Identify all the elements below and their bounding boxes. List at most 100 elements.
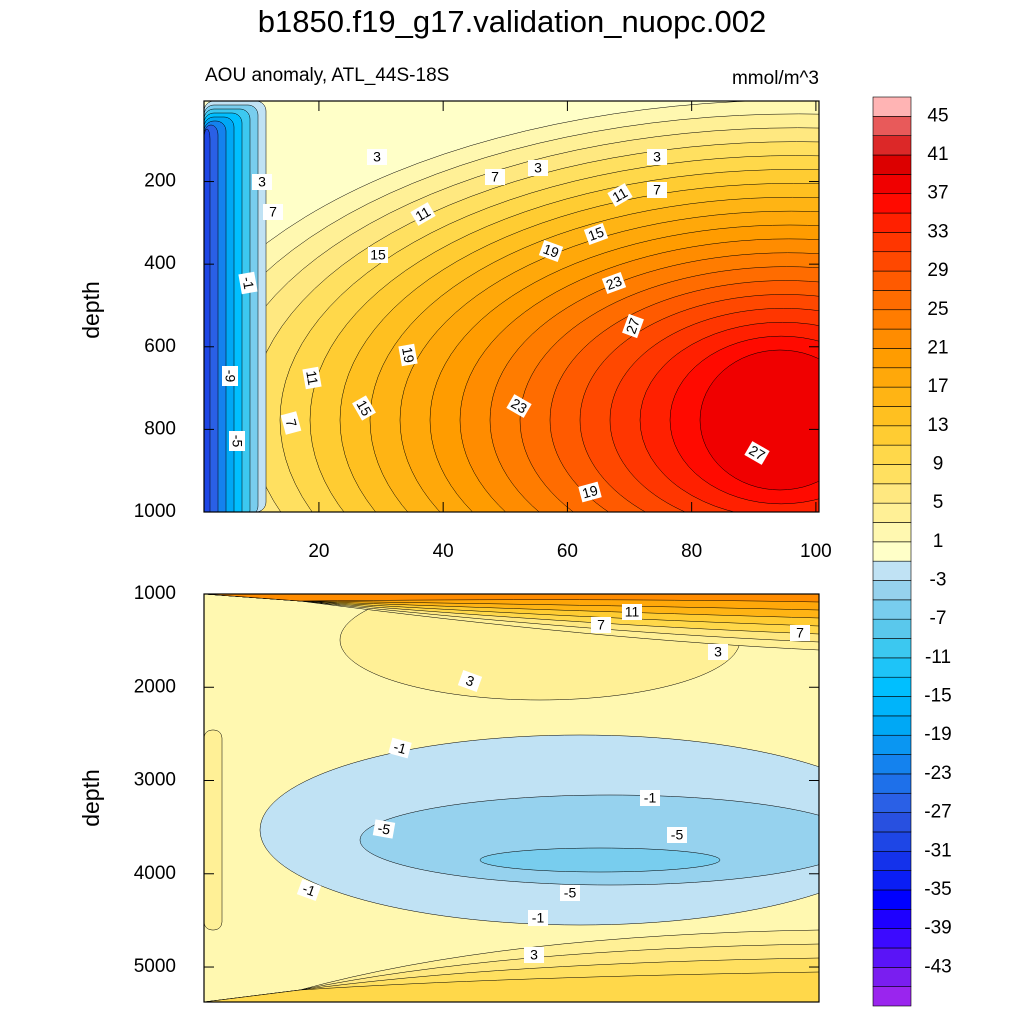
colorbar-box [872, 715, 912, 736]
colorbar-label: 41 [927, 144, 948, 165]
contour-label-box [622, 313, 644, 339]
contour-label: 3 [367, 149, 387, 165]
contour-label-box [790, 625, 810, 641]
contour-label-text: 11 [413, 203, 434, 224]
contour-label-text: -1 [532, 910, 545, 926]
contour-label: 3 [252, 174, 272, 190]
y-tick-label: 2000 [134, 676, 176, 697]
colorbar-box [872, 270, 912, 291]
colorbar-label: 37 [927, 183, 948, 204]
contour-label-text: 7 [283, 417, 301, 429]
contour-label-text: 7 [491, 169, 499, 185]
colorbar-box [872, 773, 912, 794]
y-tick-label: 1000 [134, 583, 176, 604]
contour-label: 11 [607, 183, 633, 207]
contour-label-text: 7 [597, 617, 605, 633]
x-tick-label: 20 [308, 541, 329, 562]
colorbar-box [872, 831, 912, 852]
colorbar-label: -7 [930, 608, 947, 629]
contour-label-text: -5 [377, 820, 392, 838]
contour-label: 7 [280, 411, 302, 435]
contour-label: -1 [528, 910, 548, 926]
contour-label-box [238, 271, 258, 295]
colorbar-box [872, 928, 912, 949]
contour-label-text: -1 [301, 880, 318, 899]
contour-label-text: 3 [714, 644, 722, 660]
contour-label-box [524, 947, 544, 963]
colorbar-label: -31 [924, 840, 951, 861]
contour-label-text: 23 [508, 395, 530, 417]
colorbar-label: -39 [924, 918, 951, 939]
contour-label-box [640, 790, 660, 806]
y-tick-label: 600 [144, 336, 176, 357]
contour-label-box [263, 204, 283, 220]
colorbar-box [872, 792, 912, 813]
contour-label-text: 11 [625, 604, 640, 620]
colorbar-box [872, 560, 912, 581]
colorbar-box [872, 502, 912, 523]
contour-label: -5 [372, 819, 396, 839]
y-axis-label: depth [78, 769, 104, 827]
colorbar-box [872, 638, 912, 659]
y-tick-label: 3000 [134, 770, 176, 791]
contour-label: 19 [538, 240, 564, 262]
contour-label-text: 19 [541, 241, 561, 261]
colorbar-box [872, 406, 912, 427]
contour-label-text: 11 [610, 184, 631, 205]
contour-label-text: -1 [644, 790, 657, 806]
contour-label-text: 15 [586, 223, 606, 243]
colorbar-label: 5 [933, 492, 944, 513]
contour-label: 3 [528, 160, 548, 176]
contour-label-text: 7 [269, 204, 277, 220]
contour-label: 7 [591, 617, 611, 633]
contour-label-text: 3 [258, 174, 266, 190]
y-tick-label: 800 [144, 418, 176, 439]
contour-label-text: -9 [222, 370, 238, 383]
colorbar-label: 21 [927, 337, 948, 358]
contour-label-text: 15 [353, 397, 375, 419]
field [204, 101, 819, 512]
colorbar-box [872, 116, 912, 136]
colorbar-label: 9 [933, 453, 944, 474]
contour-label: -1 [388, 737, 412, 759]
contour-label-box [538, 240, 564, 262]
colorbar-box [872, 212, 912, 233]
colorbar-label: 33 [927, 221, 948, 242]
contour-label: -9 [222, 366, 238, 386]
contour-label-text: 15 [370, 247, 386, 263]
contour-label: -5 [560, 885, 580, 901]
contour-label-box [647, 182, 667, 198]
contour-label-box [368, 247, 388, 263]
contour-label-box [560, 885, 580, 901]
title: b1850.f19_g17.validation_nuopc.002 [258, 4, 767, 39]
contour-label: 7 [647, 182, 667, 198]
colorbar-box [872, 193, 912, 214]
contour-label: -1 [640, 790, 660, 806]
colorbar-box [872, 328, 912, 349]
plot-frame [203, 100, 820, 513]
colorbar-box [872, 696, 912, 717]
contour-label-text: 7 [653, 182, 661, 198]
colorbar-box [872, 676, 912, 697]
contour-label: 3 [647, 149, 667, 165]
contour-label-box [388, 737, 412, 759]
x-tick-label: 40 [433, 541, 454, 562]
colorbar-label: -43 [924, 956, 951, 977]
contour-label-text: -5 [671, 827, 684, 843]
colorbar-box [872, 232, 912, 253]
contour-label-text: 3 [534, 160, 542, 176]
colorbar-box [872, 96, 912, 117]
plot-frame [203, 593, 820, 1003]
contour-label-box [578, 481, 602, 503]
contour-label-text: 19 [580, 482, 599, 502]
colorbar-label: -19 [924, 724, 951, 745]
colorbar-box [872, 154, 912, 175]
colorbar-box [872, 947, 912, 968]
contour-label-text: -5 [564, 885, 577, 901]
contour-label-text: -1 [392, 738, 408, 757]
contour-label-box [647, 149, 667, 165]
colorbar-label: -15 [924, 686, 951, 707]
colorbar-box [872, 967, 912, 987]
contour-label: -5 [667, 827, 687, 843]
